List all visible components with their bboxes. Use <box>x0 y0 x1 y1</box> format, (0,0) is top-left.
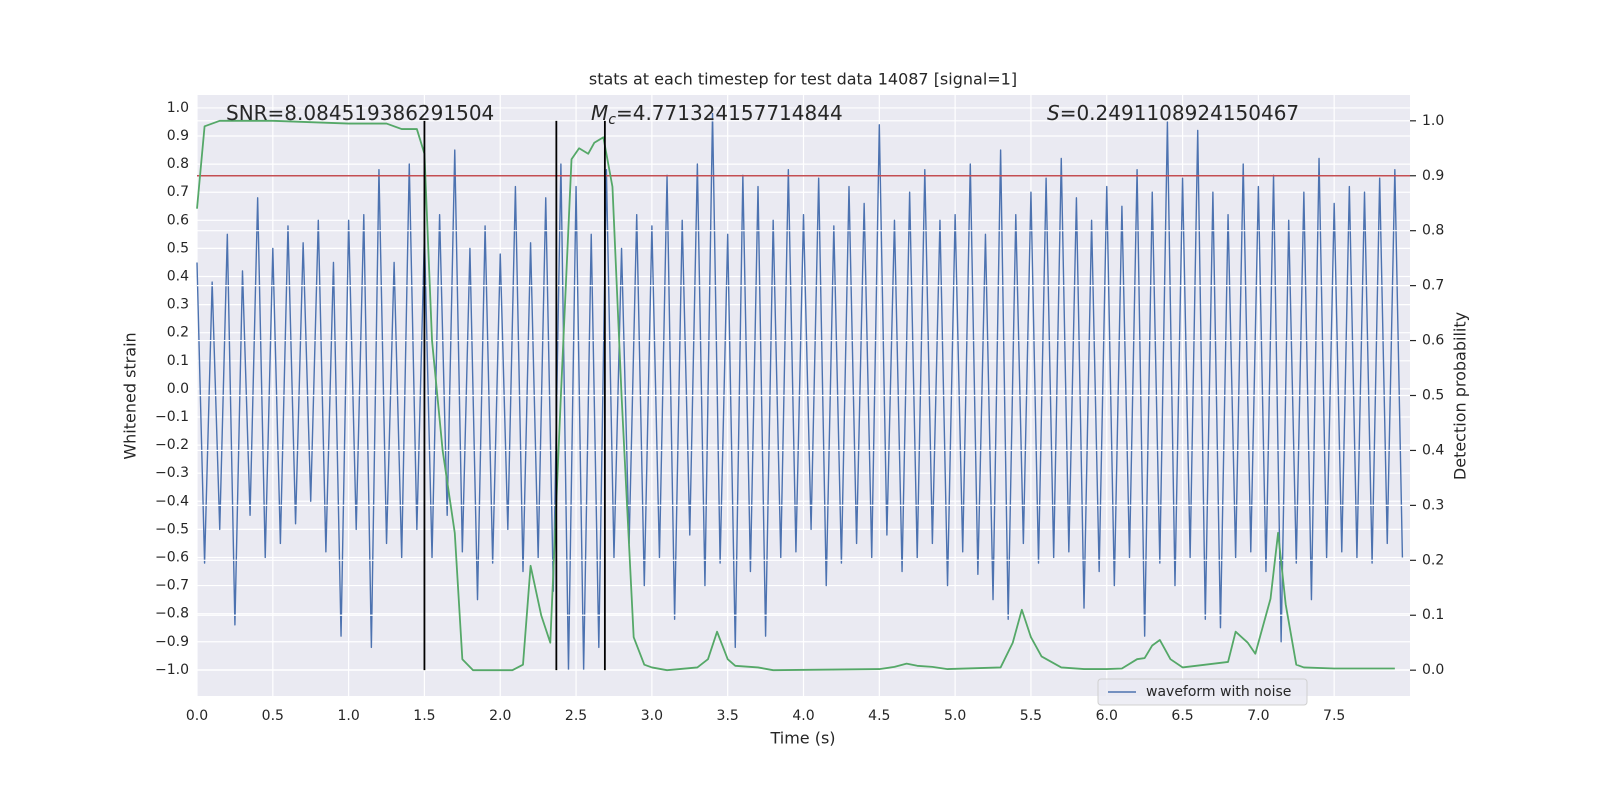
y2-tick-label: 0.2 <box>1422 552 1444 568</box>
y-tick-label: 0.2 <box>167 325 189 341</box>
y-tick-label: 0.6 <box>167 212 189 228</box>
y2-tick-label: 0.8 <box>1422 223 1444 239</box>
x-tick-label: 0.0 <box>186 708 208 724</box>
y-tick-label: 0.1 <box>167 353 189 369</box>
y-tick-label: 0.5 <box>167 240 189 256</box>
annotation-part: S <box>1047 101 1060 125</box>
y-tick-label: 0.8 <box>167 156 189 172</box>
x-axis-label: Time (s) <box>769 729 835 748</box>
y-tick-label: −0.3 <box>155 465 189 481</box>
y2-tick-label: 0.7 <box>1422 278 1444 294</box>
series-line <box>196 119 1395 672</box>
y-axis-label: Whitened strain <box>121 332 140 459</box>
y-tick-label: 0.4 <box>167 269 189 285</box>
annotation: Mc=4.771324157714844 <box>591 101 843 129</box>
x-tick-label: 0.5 <box>262 708 284 724</box>
x-tick-label: 4.5 <box>868 708 890 724</box>
y2-tick-label: 0.3 <box>1422 497 1444 513</box>
x-tick-label: 5.5 <box>1020 708 1042 724</box>
y-tick-label: 1.0 <box>167 100 189 116</box>
y2-tick-label: 0.5 <box>1422 388 1444 404</box>
x-tick-label: 5.0 <box>944 708 966 724</box>
y-tick-label: −1.0 <box>155 662 189 678</box>
x-tick-label: 3.0 <box>641 708 663 724</box>
y-tick-label: −0.5 <box>155 521 189 537</box>
y2-tick-label: 0.6 <box>1422 333 1444 349</box>
y-tick-label: −0.4 <box>155 493 189 509</box>
y-tick-label: −0.1 <box>155 409 189 425</box>
y-tick-label: 0.3 <box>167 297 189 313</box>
legend-label: waveform with noise <box>1146 684 1291 700</box>
y2-tick-label: 1.0 <box>1422 113 1444 129</box>
y-tick-label: −0.2 <box>155 437 189 453</box>
y-tick-label: −0.8 <box>155 606 189 622</box>
y2-tick-label: 0.9 <box>1422 168 1444 184</box>
y2-tick-label: 0.0 <box>1422 662 1444 678</box>
annotation: S=0.2491108924150467 <box>1047 101 1299 125</box>
annotation: SNR=8.084519386291504 <box>226 101 494 125</box>
y2-tick-label: 0.1 <box>1422 607 1444 623</box>
x-tick-label: 3.5 <box>717 708 739 724</box>
annotation-part: c <box>608 112 616 128</box>
x-tick-label: 1.0 <box>337 708 359 724</box>
legend-box <box>1097 678 1308 706</box>
y-tick-label: 0.9 <box>167 128 189 144</box>
y-tick-label: −0.9 <box>155 634 189 650</box>
annotation-part: SNR=8.084519386291504 <box>226 101 494 125</box>
x-tick-label: 2.5 <box>565 708 587 724</box>
annotation-part: =4.771324157714844 <box>616 101 843 125</box>
chart-title: stats at each timestep for test data 140… <box>589 70 1017 89</box>
x-tick-label: 7.5 <box>1323 708 1345 724</box>
x-tick-label: 6.5 <box>1171 708 1193 724</box>
x-tick-label: 7.0 <box>1247 708 1269 724</box>
y2-axis-label: Detection probability <box>1451 312 1470 480</box>
y-tick-label: −0.7 <box>155 578 189 594</box>
x-tick-label: 6.0 <box>1096 708 1118 724</box>
x-tick-label: 4.0 <box>792 708 814 724</box>
x-tick-label: 1.5 <box>413 708 435 724</box>
series-line <box>196 112 1404 671</box>
x-tick-label: 2.0 <box>489 708 511 724</box>
y-tick-label: 0.7 <box>167 184 189 200</box>
y-tick-label: 0.0 <box>167 381 189 397</box>
annotation-part: M <box>591 101 608 125</box>
annotation-part: =0.2491108924150467 <box>1060 101 1299 125</box>
y2-tick-label: 0.4 <box>1422 442 1444 458</box>
y-tick-label: −0.6 <box>155 549 189 565</box>
